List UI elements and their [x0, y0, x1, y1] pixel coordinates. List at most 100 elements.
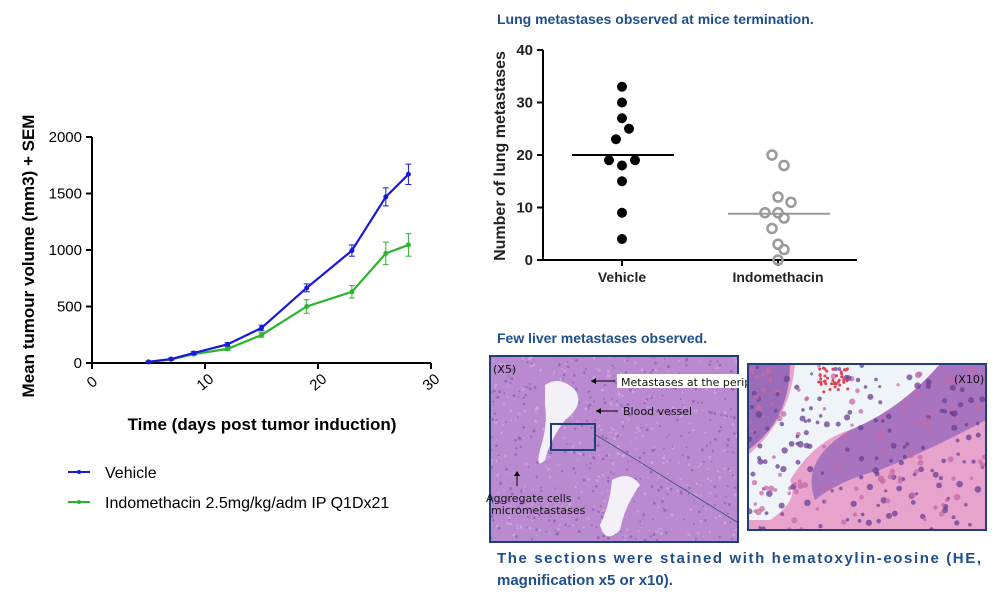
tissue-cell	[582, 478, 586, 482]
tissue-cell	[511, 368, 514, 372]
tissue-cell	[504, 467, 508, 471]
tissue-cell	[627, 418, 630, 422]
tissue-cell	[944, 377, 949, 382]
tissue-cell	[713, 391, 717, 395]
tissue-cell	[505, 521, 509, 525]
data-point	[405, 171, 411, 177]
tissue-cell	[495, 439, 498, 442]
tissue-cell	[750, 471, 756, 477]
tissue-cell	[860, 512, 865, 517]
tissue-cell	[671, 445, 674, 448]
tissue-cell	[504, 379, 508, 383]
tumour-volume-chart: 0 500 1000 1500 2000 0 10 20 30 Mean tumour vol…	[19, 115, 443, 512]
tissue-cell	[835, 421, 841, 427]
tissue-cell	[713, 485, 717, 488]
tissue-cell	[583, 505, 585, 508]
tissue-cell	[842, 433, 849, 440]
tissue-cell	[710, 460, 713, 463]
tissue-cell	[849, 398, 856, 405]
tissue-cell	[772, 455, 776, 459]
tissue-cell	[597, 424, 601, 428]
tissue-cell	[706, 477, 710, 481]
tissue-cell	[776, 415, 783, 422]
tissue-cell	[640, 426, 643, 429]
tissue-cell	[607, 479, 610, 483]
tissue-cell	[552, 370, 556, 374]
series-line	[148, 243, 409, 363]
tissue-cell	[496, 395, 500, 400]
tissue-cell	[580, 491, 583, 494]
tissue-cell	[726, 438, 731, 442]
tissue-cell	[863, 385, 868, 389]
data-point	[759, 207, 771, 219]
tissue-cell	[713, 437, 717, 441]
tissue-cell	[836, 440, 840, 445]
tissue-cell	[584, 407, 588, 411]
tissue-cell	[528, 526, 532, 530]
tissue-cell	[667, 365, 671, 369]
tissue-cell	[637, 530, 640, 532]
tissue-cell	[557, 363, 561, 367]
tissue-cell	[688, 486, 691, 490]
tissue-cell	[962, 460, 966, 464]
tissue-cell	[896, 485, 903, 492]
tissue-cell	[490, 459, 494, 462]
tissue-cell	[538, 529, 542, 532]
tissue-cell	[602, 511, 604, 514]
tissue-cell	[601, 388, 605, 392]
tissue-cell	[612, 428, 615, 432]
tissue-cell	[623, 359, 626, 362]
tissue-cell	[613, 375, 616, 377]
data-point	[146, 359, 151, 365]
tissue-cell	[660, 532, 664, 536]
tissue-cell	[529, 365, 533, 368]
tissue-cell	[617, 392, 621, 396]
red-blood-cell	[817, 380, 821, 384]
tissue-cell	[554, 487, 557, 490]
tissue-cell	[669, 459, 672, 462]
tissue-cell	[779, 421, 785, 427]
tissue-cell	[859, 475, 864, 480]
tissue-cell	[626, 403, 630, 407]
tissue-cell	[501, 420, 504, 423]
tissue-cell	[694, 409, 698, 413]
tissue-cell	[592, 356, 596, 360]
tissue-cell	[492, 360, 495, 363]
tissue-cell	[526, 526, 528, 529]
tissue-cell	[627, 460, 629, 463]
zoom-region-box	[550, 423, 596, 451]
tissue-cell	[884, 489, 888, 493]
tissue-cell	[530, 435, 533, 438]
tissue-cell	[634, 537, 637, 540]
tissue-cell	[844, 414, 851, 421]
tissue-cell	[623, 538, 627, 542]
tissue-cell	[630, 441, 633, 443]
tissue-cell	[817, 396, 822, 402]
tissue-cell	[775, 464, 780, 469]
tissue-cell	[535, 411, 538, 414]
tissue-cell	[822, 444, 827, 449]
tissue-cell	[626, 450, 629, 454]
tissue-cell	[544, 458, 548, 462]
tissue-cell	[681, 403, 684, 406]
data-point	[304, 285, 310, 291]
tissue-cell	[597, 510, 600, 514]
tissue-cell	[545, 465, 548, 468]
tissue-cell	[578, 401, 581, 404]
tissue-cell	[959, 387, 965, 393]
tissue-cell	[614, 381, 618, 385]
tissue-cell	[514, 419, 517, 422]
tissue-cell	[939, 511, 945, 517]
tissue-cell	[766, 490, 773, 497]
tissue-cell	[930, 411, 935, 417]
tissue-cell	[648, 529, 651, 532]
tissue-cell	[896, 383, 900, 387]
data-point	[766, 222, 778, 235]
tissue-cell	[695, 493, 699, 497]
tissue-cell	[501, 423, 505, 426]
tissue-cell	[688, 422, 691, 425]
tissue-cell	[587, 477, 591, 481]
tissue-cell	[755, 365, 760, 370]
tissue-cell	[670, 513, 674, 517]
tissue-cell	[797, 441, 804, 448]
